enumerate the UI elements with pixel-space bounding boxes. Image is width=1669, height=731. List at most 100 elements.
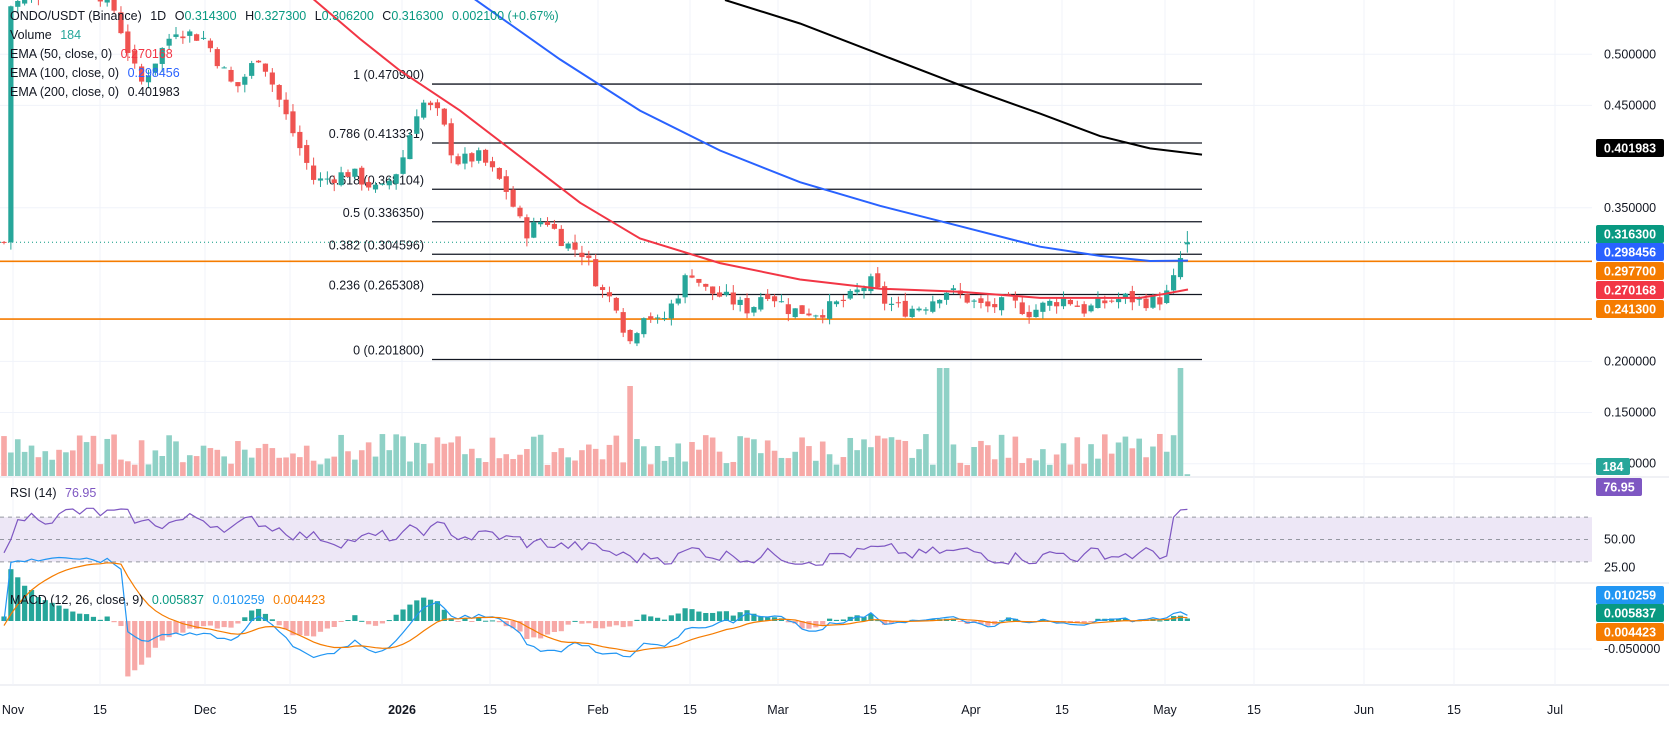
volume-bar <box>510 459 516 476</box>
candle-body <box>187 31 193 36</box>
candle-body <box>1122 293 1129 298</box>
volume-bar <box>682 461 688 476</box>
volume-bar <box>696 449 702 476</box>
volume-bar <box>1143 457 1149 476</box>
legend-volume-row[interactable]: Volume 184 <box>10 26 564 45</box>
price-badge-label: 0.401983 <box>1604 142 1656 156</box>
candle-body <box>758 297 764 310</box>
candle-body <box>194 34 200 41</box>
macd-histogram-bar <box>489 620 496 622</box>
macd-histogram-bar <box>820 621 826 625</box>
volume-bar <box>221 456 227 476</box>
volume-bar <box>1136 438 1142 476</box>
candle-body <box>1102 300 1108 304</box>
macd-histogram-bar <box>159 621 165 641</box>
interval-label[interactable]: 1D <box>150 9 167 23</box>
macd-histogram-bar <box>538 621 544 639</box>
candle-body <box>1 241 7 243</box>
candle-body <box>125 31 131 53</box>
volume-bar <box>799 437 805 476</box>
macd-histogram-bar <box>710 612 716 621</box>
candle-body <box>400 157 406 174</box>
volume-bar <box>56 449 62 476</box>
volume-bar <box>248 457 255 476</box>
volume-bar <box>943 368 950 476</box>
legend-symbol-row[interactable]: ONDO/USDT (Binance) 1D O0.314300 H0.3273… <box>10 7 564 26</box>
macd-histogram-bar <box>35 597 41 621</box>
signal-line <box>3 562 1188 653</box>
candle-body <box>992 304 998 308</box>
volume-bar <box>400 436 406 476</box>
candle-body <box>813 315 819 317</box>
macd-histogram-bar <box>854 615 860 621</box>
candle-body <box>104 0 110 3</box>
candle-body <box>806 313 812 316</box>
candle-body <box>613 297 619 311</box>
macd-histogram-bar <box>421 597 427 621</box>
ohlc-change: 0.002100 (+0.67%) <box>451 9 559 23</box>
candle-body <box>1060 297 1067 307</box>
legend-ema50-row[interactable]: EMA (50, close, 0) 0.270168 <box>10 45 564 64</box>
macd-histogram-bar <box>1157 620 1163 622</box>
volume-bar <box>1150 446 1156 476</box>
candle-body <box>696 278 702 283</box>
macd-histogram-bar <box>304 621 310 636</box>
candle-body <box>1067 299 1073 305</box>
macd-histogram-bar <box>448 618 454 621</box>
candle-body <box>840 299 846 301</box>
volume-bar <box>242 449 248 476</box>
symbol-label[interactable]: ONDO/USDT (Binance) <box>10 9 142 23</box>
macd-histogram-bar <box>235 621 241 624</box>
volume-bar <box>537 434 544 476</box>
rsi-tick-label: 50.00 <box>1604 533 1635 547</box>
macd-histogram-bar <box>441 609 447 621</box>
candle-body <box>331 179 337 184</box>
volume-bar <box>1 436 7 476</box>
candle-body <box>599 287 606 291</box>
macd-histogram-bar <box>716 611 723 621</box>
macd-histogram-bar <box>400 609 406 621</box>
volume-bar <box>902 441 909 476</box>
macd-histogram-bar <box>613 621 619 626</box>
legend-ema200-row[interactable]: EMA (200, close, 0) 0.401983 <box>10 83 564 102</box>
candle-body <box>304 145 310 163</box>
macd-histogram-bar <box>427 599 434 621</box>
candle-body <box>1164 290 1170 303</box>
macd-legend[interactable]: MACD (12, 26, close, 9) 0.005837 0.01025… <box>10 591 330 610</box>
volume-bar <box>1040 449 1046 476</box>
macd-histogram-bar <box>703 613 709 621</box>
volume-bar <box>606 444 613 476</box>
macd-histogram-bar <box>771 617 778 621</box>
rsi-legend[interactable]: RSI (14) 76.95 <box>10 484 101 503</box>
candle-body <box>386 180 392 186</box>
volume-bar <box>310 460 317 476</box>
volume-bar <box>971 447 977 476</box>
candle-body <box>489 161 496 168</box>
volume-bar <box>1053 454 1060 476</box>
macd-histogram-bar <box>799 621 805 629</box>
candle-body <box>427 102 434 106</box>
macd-histogram-bar <box>297 621 303 636</box>
candle-body <box>166 38 172 46</box>
volume-bar <box>668 457 675 476</box>
candlesticks <box>1 0 1190 347</box>
indicator-label: EMA (100, close, 0) <box>10 66 120 80</box>
volume-bar <box>1177 368 1184 476</box>
macd-histogram-bar <box>758 616 764 621</box>
macd-pane <box>1 556 1190 677</box>
macd-histogram-bar <box>214 621 220 629</box>
candle-body <box>235 82 241 87</box>
volume-bar <box>1184 474 1191 476</box>
ema-50-line <box>312 0 1189 299</box>
volume-bar <box>558 448 565 476</box>
ema-200-line <box>724 0 1203 156</box>
volume-bar <box>1033 460 1039 476</box>
macd-histogram-bar <box>104 616 110 621</box>
macd-histogram-bar <box>194 621 200 629</box>
horizontal-levels[interactable] <box>0 241 1592 320</box>
volume-bar <box>407 461 413 476</box>
legend-ema100-row[interactable]: EMA (100, close, 0) 0.298456 <box>10 64 564 83</box>
fibonacci-retracement[interactable]: 1 (0.470900) 0.786 (0.413331) 0.618 (0.368… <box>329 68 1202 361</box>
